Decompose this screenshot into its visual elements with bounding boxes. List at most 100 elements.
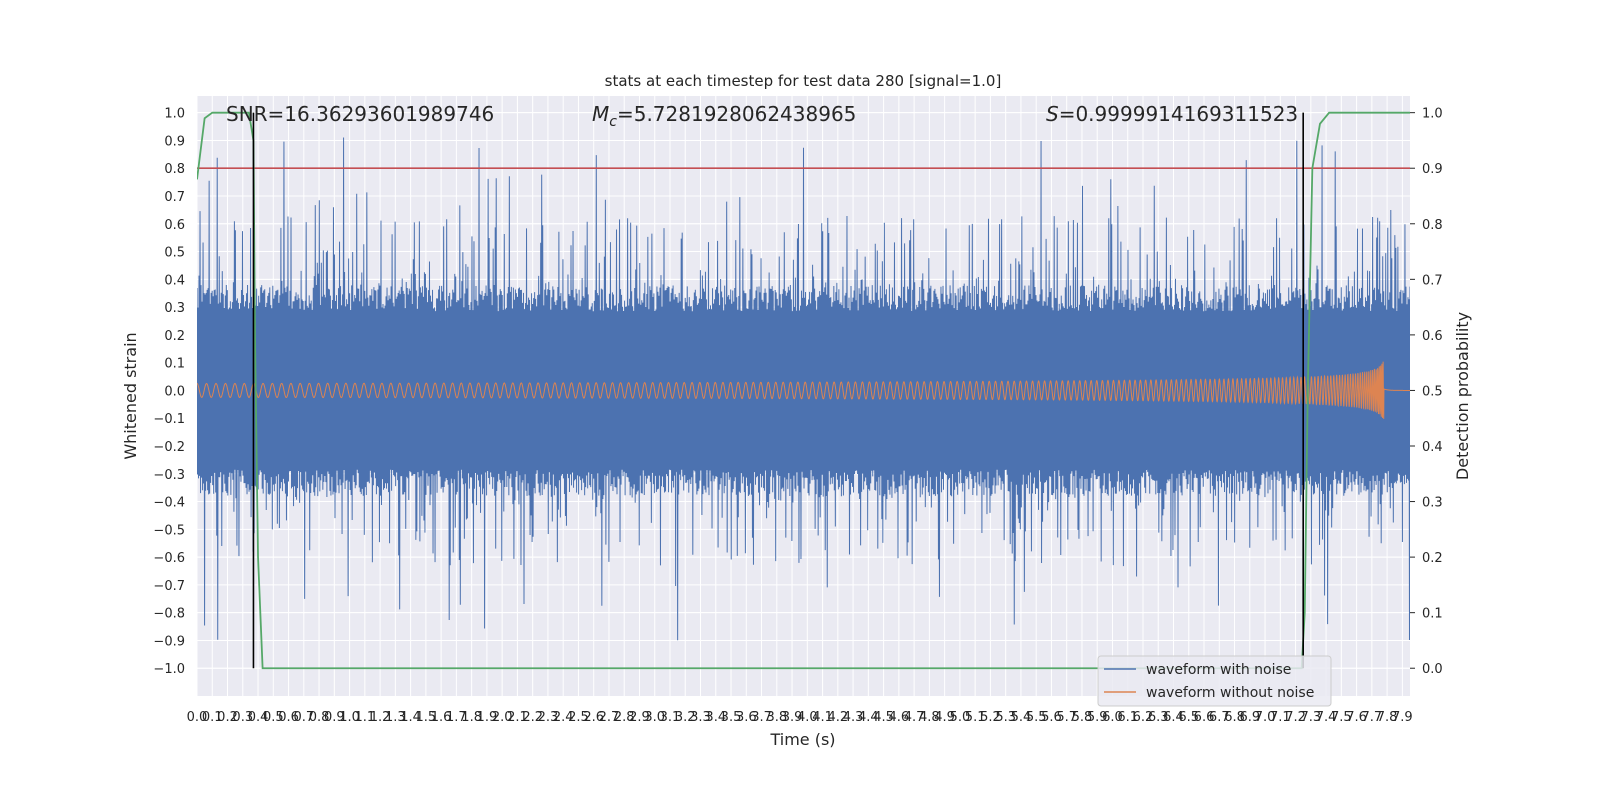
series-line-detection-probability bbox=[197, 111, 1410, 670]
x-tick-label: 2.4 bbox=[553, 710, 574, 725]
x-tick-label: 4.9 bbox=[934, 710, 955, 725]
x-tick-label: 4.7 bbox=[904, 710, 925, 725]
y-tick-label: −0.3 bbox=[153, 468, 185, 483]
detection-markers bbox=[252, 112, 1304, 669]
x-tick-label: 6.2 bbox=[1133, 710, 1154, 725]
x-tick-label: 0.3 bbox=[232, 710, 253, 725]
x-tick-label: 4.3 bbox=[843, 710, 864, 725]
x-tick-label: 7.7 bbox=[1362, 710, 1383, 725]
right-y-tick-label: 0.5 bbox=[1422, 384, 1443, 399]
x-tick-label: 2.9 bbox=[629, 710, 650, 725]
x-tick-label: 6.0 bbox=[1102, 710, 1123, 725]
x-tick-label: 0.1 bbox=[202, 710, 223, 725]
x-tick-label: 4.2 bbox=[827, 710, 848, 725]
x-tick-label: 7.2 bbox=[1285, 710, 1306, 725]
x-tick-label: 2.0 bbox=[492, 710, 513, 725]
x-tick-label: 6.6 bbox=[1194, 710, 1215, 725]
y-tick-label: 0.4 bbox=[164, 273, 185, 288]
series-line-waveform-without-noise bbox=[197, 361, 1410, 419]
x-tick-label: 4.4 bbox=[858, 710, 879, 725]
x-tick-label: 4.0 bbox=[797, 710, 818, 725]
y-tick-label: 0.9 bbox=[164, 134, 185, 149]
x-tick-label: 7.0 bbox=[1255, 710, 1276, 725]
y-tick-label: 0.1 bbox=[164, 357, 185, 372]
x-tick-label: 0.7 bbox=[293, 710, 314, 725]
x-tick-label: 3.4 bbox=[705, 710, 726, 725]
x-tick-label: 3.7 bbox=[751, 710, 772, 725]
y-tick-labels: 1.0 0.9 0.8 0.7 0.6 0.5 0.4 0.3 0.2 0.1 0.0 −0.1 −0.… bbox=[153, 107, 185, 678]
x-axis-label: Time (s) bbox=[769, 730, 835, 749]
legend-box bbox=[1097, 655, 1332, 707]
x-tick-label: 2.2 bbox=[522, 710, 543, 725]
right-y-tick-label: 0.2 bbox=[1422, 551, 1443, 566]
x-tick-label: 2.5 bbox=[568, 710, 589, 725]
x-tick-labels: 0.00.10.20.30.40.50.60.70.80.91.01.11.21… bbox=[187, 710, 1413, 725]
legend: waveform with noise waveform without noi… bbox=[1097, 655, 1332, 707]
right-y-tick-label: 0.7 bbox=[1422, 273, 1443, 288]
y-tick-label: −0.7 bbox=[153, 579, 185, 594]
x-tick-label: 6.5 bbox=[1178, 710, 1199, 725]
significance-value: =0.9999914169311523 bbox=[1059, 102, 1298, 126]
y-tick-label: 0.8 bbox=[164, 162, 185, 177]
x-tick-label: 5.0 bbox=[950, 710, 971, 725]
x-tick-label: 1.0 bbox=[339, 710, 360, 725]
x-tick-label: 1.4 bbox=[400, 710, 421, 725]
x-tick-label: 6.9 bbox=[1239, 710, 1260, 725]
x-tick-label: 3.1 bbox=[660, 710, 681, 725]
right-y-axis-label: Detection probability bbox=[1453, 312, 1472, 480]
x-tick-label: 5.3 bbox=[995, 710, 1016, 725]
x-tick-label: 4.8 bbox=[919, 710, 940, 725]
y-tick-label: −0.2 bbox=[153, 440, 185, 455]
x-tick-label: 4.1 bbox=[812, 710, 833, 725]
x-tick-label: 2.8 bbox=[614, 710, 635, 725]
y-tick-label: −0.4 bbox=[153, 496, 185, 511]
chirp-mass-subscript: c bbox=[609, 114, 617, 130]
right-y-tick-label: 0.3 bbox=[1422, 496, 1443, 511]
x-tick-label: 3.5 bbox=[721, 710, 742, 725]
y-tick-label: 0.7 bbox=[164, 190, 185, 205]
y-tick-label: 0.0 bbox=[164, 384, 185, 399]
x-tick-label: 1.1 bbox=[354, 710, 375, 725]
chirp-mass-value: =5.7281928062438965 bbox=[617, 102, 856, 126]
x-tick-label: 7.3 bbox=[1300, 710, 1321, 725]
x-tick-label: 3.3 bbox=[690, 710, 711, 725]
right-y-tick-label: 0.6 bbox=[1422, 329, 1443, 344]
x-tick-label: 3.2 bbox=[675, 710, 696, 725]
y-tick-label: 0.6 bbox=[164, 218, 185, 233]
y-tick-label: 0.2 bbox=[164, 329, 185, 344]
x-tick-label: 1.6 bbox=[431, 710, 452, 725]
significance-annotation: S=0.9999914169311523 bbox=[1046, 102, 1298, 126]
x-tick-label: 5.7 bbox=[1056, 710, 1077, 725]
x-tick-label: 3.0 bbox=[644, 710, 665, 725]
x-tick-label: 1.8 bbox=[461, 710, 482, 725]
legend-label-waveform-without-noise: waveform without noise bbox=[1146, 685, 1314, 701]
x-tick-label: 0.0 bbox=[187, 710, 208, 725]
y-tick-label: −0.1 bbox=[153, 412, 185, 427]
x-tick-label: 0.9 bbox=[324, 710, 345, 725]
y-tick-label: 1.0 bbox=[164, 107, 185, 122]
x-tick-label: 7.6 bbox=[1346, 710, 1367, 725]
y-axis-label: Whitened strain bbox=[121, 332, 140, 459]
x-tick-label: 5.8 bbox=[1072, 710, 1093, 725]
x-tick-label: 1.2 bbox=[370, 710, 391, 725]
x-tick-label: 6.4 bbox=[1163, 710, 1184, 725]
x-tick-label: 7.8 bbox=[1377, 710, 1398, 725]
right-y-tick-labels: 1.0 0.9 0.8 0.7 0.6 0.5 0.4 0.3 0.2 0.1 0.0 bbox=[1410, 107, 1443, 677]
x-tick-label: 6.8 bbox=[1224, 710, 1245, 725]
y-tick-label: 0.5 bbox=[164, 246, 185, 261]
legend-label-waveform-with-noise: waveform with noise bbox=[1146, 662, 1291, 678]
x-tick-label: 5.4 bbox=[1011, 710, 1032, 725]
x-tick-label: 0.4 bbox=[248, 710, 269, 725]
x-tick-label: 5.1 bbox=[965, 710, 986, 725]
chart-title: stats at each timestep for test data 280… bbox=[605, 72, 1002, 90]
x-tick-label: 0.2 bbox=[217, 710, 238, 725]
x-tick-label: 3.9 bbox=[782, 710, 803, 725]
y-tick-label: −0.6 bbox=[153, 551, 185, 566]
y-tick-label: −1.0 bbox=[153, 662, 185, 677]
x-tick-label: 0.6 bbox=[278, 710, 299, 725]
x-tick-label: 2.1 bbox=[507, 710, 528, 725]
right-y-tick-label: 1.0 bbox=[1422, 107, 1443, 122]
x-tick-label: 7.4 bbox=[1316, 710, 1337, 725]
series-layer bbox=[197, 111, 1410, 670]
